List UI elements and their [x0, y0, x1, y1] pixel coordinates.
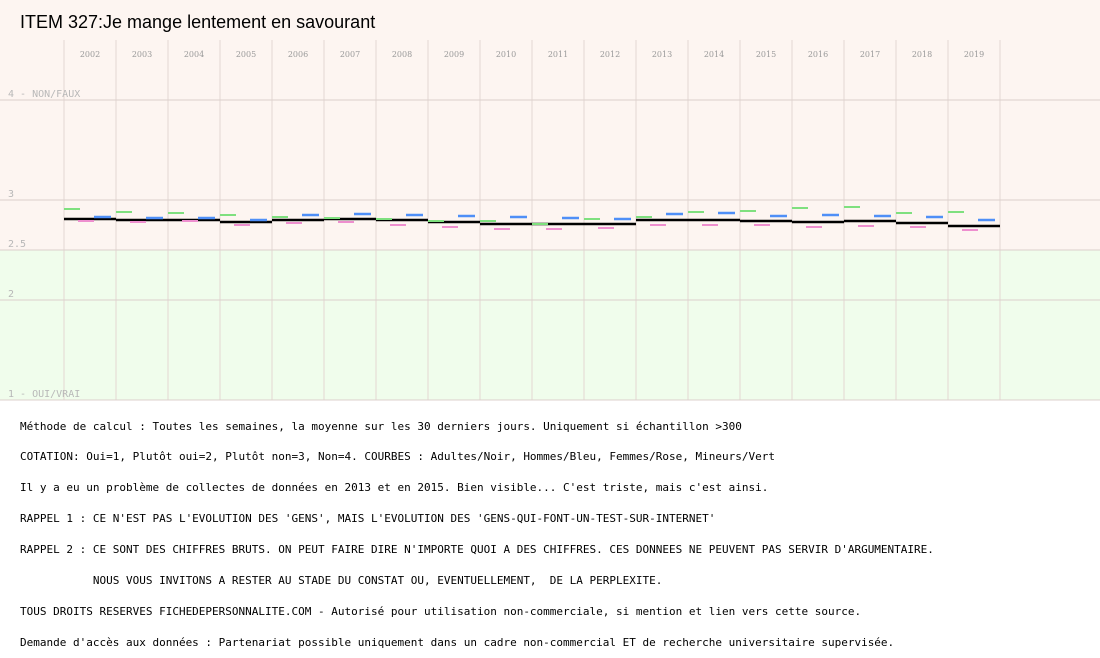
chart-title: ITEM 327:Je mange lentement en savourant: [20, 12, 376, 32]
x-tick-label: 2005: [236, 50, 256, 59]
note-line: Demande d'accès aux données : Partenaria…: [20, 635, 895, 649]
y-tick-label: 2: [8, 289, 14, 300]
x-tick-label: 2017: [860, 50, 880, 59]
x-tick-label: 2008: [392, 50, 412, 59]
note-line: Il y a eu un problème de collectes de do…: [20, 481, 769, 495]
x-tick-label: 2015: [756, 50, 776, 59]
x-tick-label: 2018: [912, 50, 932, 59]
x-tick-label: 2011: [548, 50, 568, 59]
x-tick-label: 2019: [964, 50, 984, 59]
note-line: TOUS DROITS RESERVES FICHEDEPERSONNALITE…: [20, 604, 862, 618]
x-tick-label: 2013: [652, 50, 672, 59]
x-tick-label: 2007: [340, 50, 360, 59]
note-line: RAPPEL 2 : CE SONT DES CHIFFRES BRUTS. O…: [20, 543, 934, 557]
band-lower: [0, 250, 1100, 400]
x-tick-label: 2012: [600, 50, 620, 59]
x-tick-label: 2004: [184, 50, 204, 59]
y-tick-label: 1 - OUI/VRAI: [8, 389, 80, 400]
chart-notes: Méthode de calcul : Toutes les semaines,…: [20, 401, 1095, 658]
note-line: Méthode de calcul : Toutes les semaines,…: [20, 419, 742, 433]
x-tick-label: 2010: [496, 50, 516, 59]
x-tick-label: 2002: [80, 50, 100, 59]
y-tick-label: 3: [8, 189, 14, 200]
y-tick-label: 4 - NON/FAUX: [8, 89, 80, 100]
x-tick-label: 2003: [132, 50, 152, 59]
x-tick-label: 2016: [808, 50, 828, 59]
chart: 4 - NON/FAUX 3 2.5 2 1 - OUI/VRAI 2002 2003 200…: [0, 0, 1100, 401]
note-line: RAPPEL 1 : CE N'EST PAS L'EVOLUTION DES …: [20, 512, 716, 526]
band-upper: [0, 0, 1100, 250]
note-line: COTATION: Oui=1, Plutôt oui=2, Plutôt no…: [20, 450, 775, 464]
note-line: NOUS VOUS INVITONS A RESTER AU STADE DU …: [20, 574, 663, 588]
x-tick-label: 2014: [704, 50, 724, 59]
x-tick-label: 2006: [288, 50, 308, 59]
x-tick-label: 2009: [444, 50, 464, 59]
y-tick-label: 2.5: [8, 239, 26, 250]
